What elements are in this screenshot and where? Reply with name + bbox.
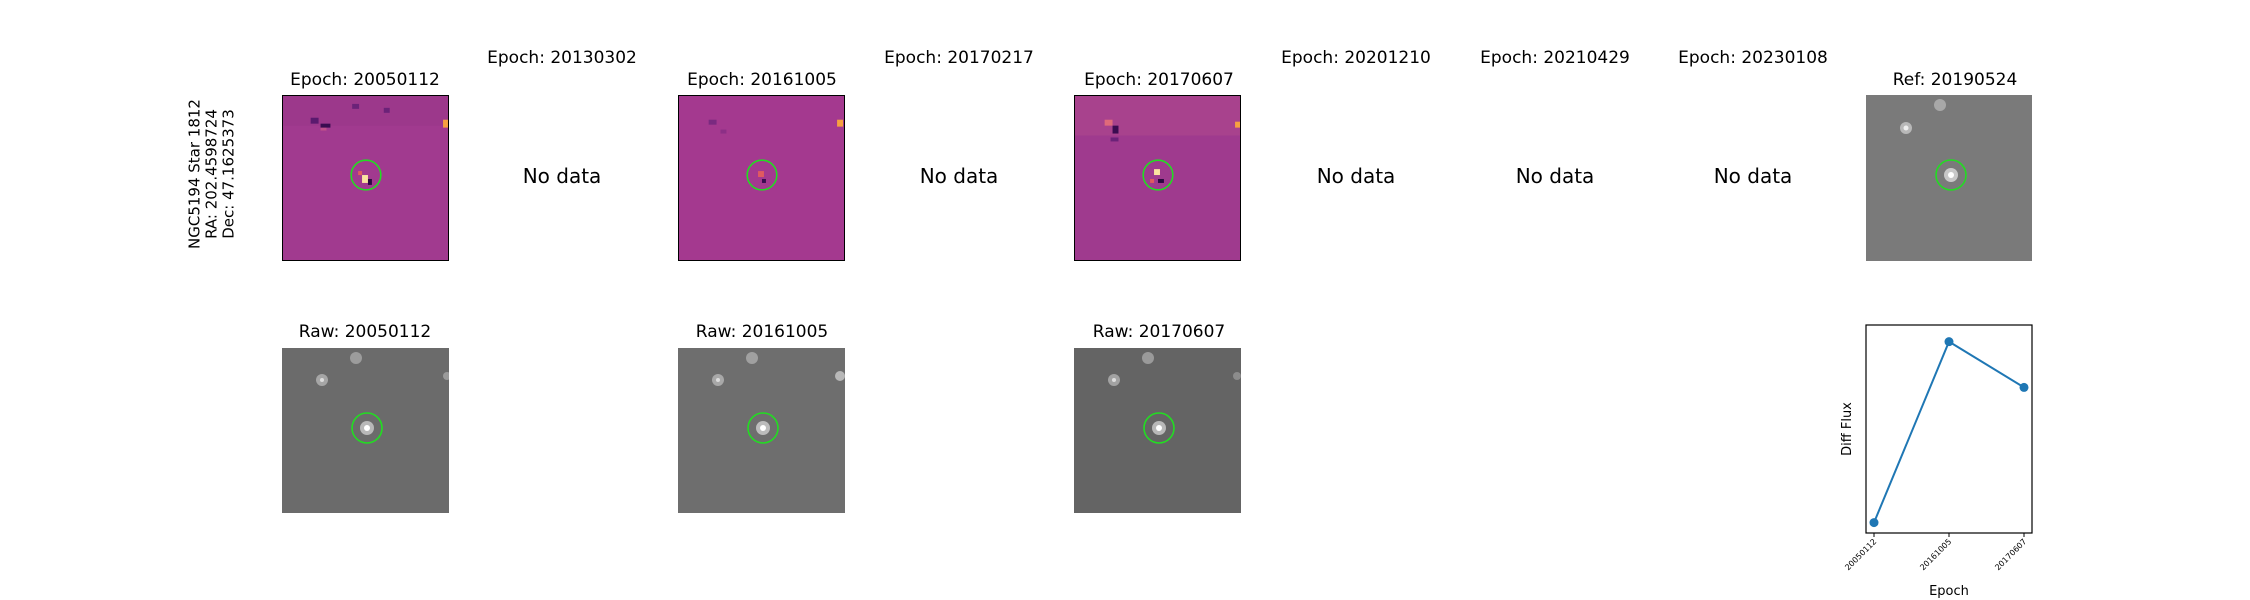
diff-title-7: Epoch: 20210429 <box>1480 48 1630 68</box>
diff-image-20050112 <box>282 95 449 261</box>
x-axis-label: Epoch <box>1929 584 1969 599</box>
diff-title-1: Epoch: 20050112 <box>290 70 440 90</box>
target-name: NGC5194 Star 1812 <box>185 99 204 249</box>
x-tick-label: 20161005 <box>1918 537 1953 572</box>
no-data-20201210: No data <box>1316 164 1396 188</box>
x-tick-label: 20050112 <box>1843 537 1878 572</box>
data-point <box>2019 382 2029 392</box>
ref-image <box>1866 95 2032 261</box>
no-data-20210429: No data <box>1515 164 1595 188</box>
ref-title: Ref: 20190524 <box>1892 70 2018 90</box>
diff-title-3: Epoch: 20161005 <box>687 70 837 90</box>
plot-area <box>1865 324 2033 534</box>
raw-title-1: Raw: 20050112 <box>298 322 432 342</box>
target-info-label: NGC5194 Star 1812 RA: 202.4598724 Dec: 4… <box>185 99 238 249</box>
no-data-20230108: No data <box>1713 164 1793 188</box>
diff-title-5: Epoch: 20170607 <box>1084 70 1234 90</box>
raw-title-2: Raw: 20161005 <box>695 322 829 342</box>
data-point <box>1869 518 1879 528</box>
raw-image-20161005 <box>678 348 845 513</box>
raw-image-20050112 <box>282 348 449 513</box>
no-data-20130302: No data <box>522 164 602 188</box>
diff-title-6: Epoch: 20201210 <box>1281 48 1431 68</box>
diff-image-20170607 <box>1074 95 1241 261</box>
target-dec: Dec: 47.1625373 <box>219 109 238 239</box>
diff-title-2: Epoch: 20130302 <box>487 48 637 68</box>
diff-title-4: Epoch: 20170217 <box>884 48 1034 68</box>
no-data-20170217: No data <box>919 164 999 188</box>
diff-image-20161005 <box>678 95 845 261</box>
raw-image-20170607 <box>1074 348 1241 513</box>
data-point <box>1944 337 1954 347</box>
diff-title-8: Epoch: 20230108 <box>1678 48 1828 68</box>
x-tick-label: 20170607 <box>1993 537 2028 572</box>
y-axis-label: Diff Flux <box>1840 402 1855 456</box>
target-ra: RA: 202.4598724 <box>202 109 221 239</box>
raw-title-3: Raw: 20170607 <box>1092 322 1226 342</box>
diff-flux-chart: 20050112 20161005 20170607 Diff Flux Epoch <box>1840 324 2033 599</box>
